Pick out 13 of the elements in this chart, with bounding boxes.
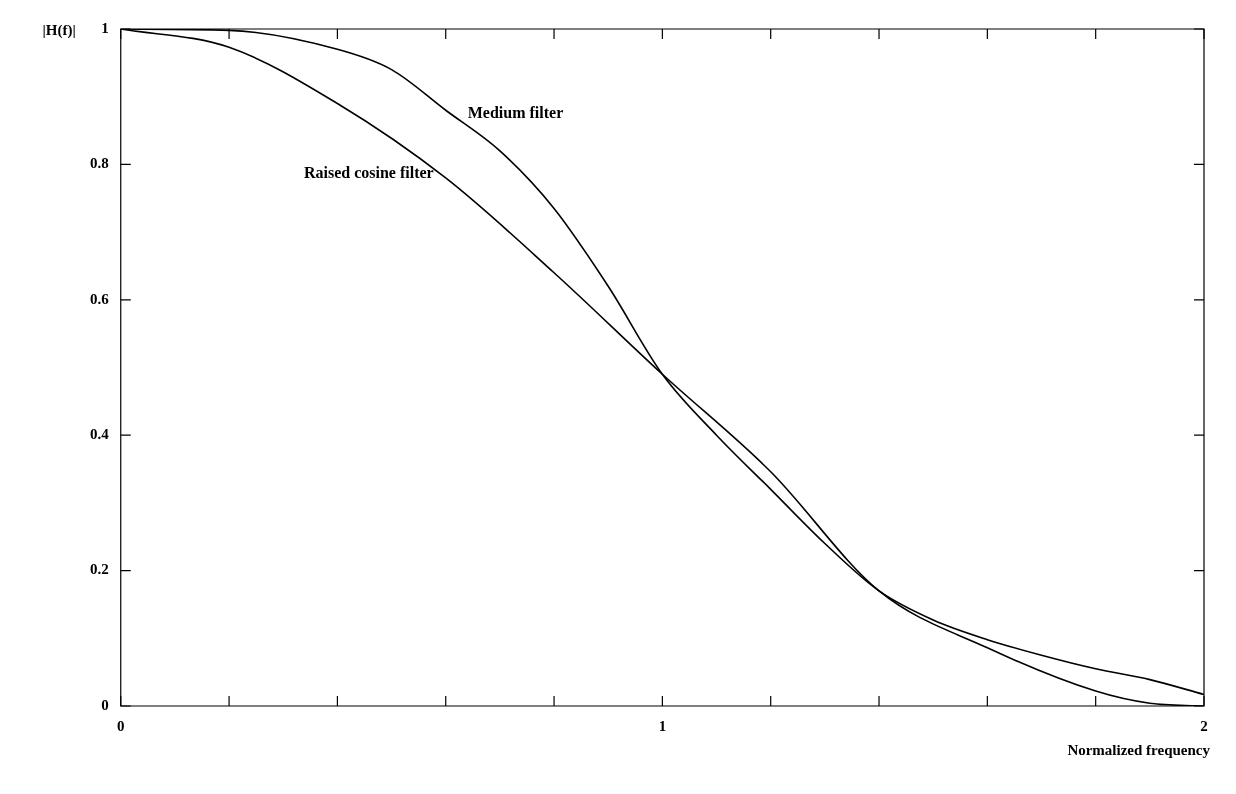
y-tick-label: 0.6 [90, 290, 110, 307]
x-tick-label: 0 [117, 717, 125, 734]
x-tick-label: 2 [1200, 717, 1208, 734]
y-tick-label: 0 [101, 696, 109, 713]
y-axis-title: |H(f)| [42, 21, 76, 39]
series-label: Raised cosine filter [303, 164, 434, 182]
y-tick-label: 0.4 [90, 426, 110, 443]
x-tick-label: 1 [658, 717, 667, 734]
y-tick-label: 0.8 [90, 155, 109, 172]
y-tick-label: 0.2 [90, 561, 109, 578]
x-axis-title: Normalized frequency [1067, 742, 1211, 759]
series-label: Medium filter [467, 104, 564, 122]
y-tick-label: 1 [101, 19, 109, 36]
